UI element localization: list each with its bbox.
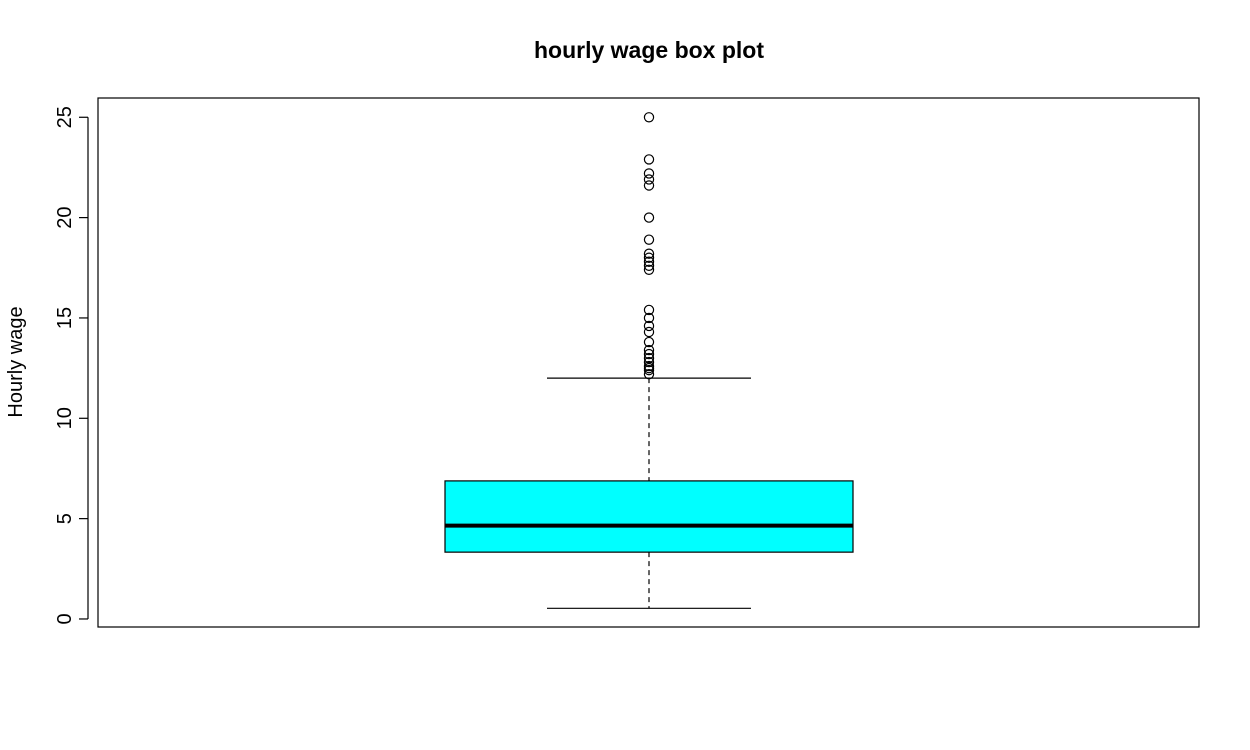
- outlier-point: [643, 344, 655, 356]
- y-tick-label: 20: [54, 206, 76, 228]
- interquartile-box: [444, 480, 854, 553]
- outlier-point: [643, 174, 655, 185]
- y-axis-label: Hourly wage: [5, 306, 27, 417]
- outlier-point: [643, 260, 655, 271]
- outlier-point: [643, 368, 655, 380]
- outlier-point: [643, 112, 655, 123]
- y-tick-label: 10: [54, 407, 76, 429]
- outlier-point: [643, 212, 655, 223]
- outlier-point: [643, 352, 655, 364]
- y-axis: 0 5 10 15 20 25: [54, 106, 89, 625]
- outlier-point: [643, 348, 655, 360]
- outlier-point: [643, 180, 655, 191]
- boxplot: [444, 377, 854, 609]
- plot-frame: [97, 97, 1200, 628]
- y-tick-label: 5: [54, 513, 76, 524]
- outlier-point: [643, 356, 655, 368]
- y-tick-label: 15: [54, 307, 76, 329]
- outlier-point: [643, 154, 655, 165]
- outlier-point: [643, 312, 655, 324]
- outlier-point: [643, 168, 655, 179]
- outlier-point: [643, 320, 655, 332]
- outlier-point: [643, 264, 655, 275]
- y-tick-label: 25: [54, 106, 76, 128]
- outlier-point: [643, 326, 655, 338]
- y-tick-label: 0: [54, 613, 76, 624]
- outlier-point: [643, 304, 655, 316]
- outliers: [643, 112, 655, 380]
- outlier-point: [643, 336, 655, 348]
- outlier-point: [643, 256, 655, 267]
- outlier-point: [643, 248, 655, 259]
- chart-title: hourly wage box plot: [534, 37, 764, 63]
- outlier-point: [643, 252, 655, 263]
- outlier-point: [643, 360, 655, 372]
- outlier-point: [643, 234, 655, 245]
